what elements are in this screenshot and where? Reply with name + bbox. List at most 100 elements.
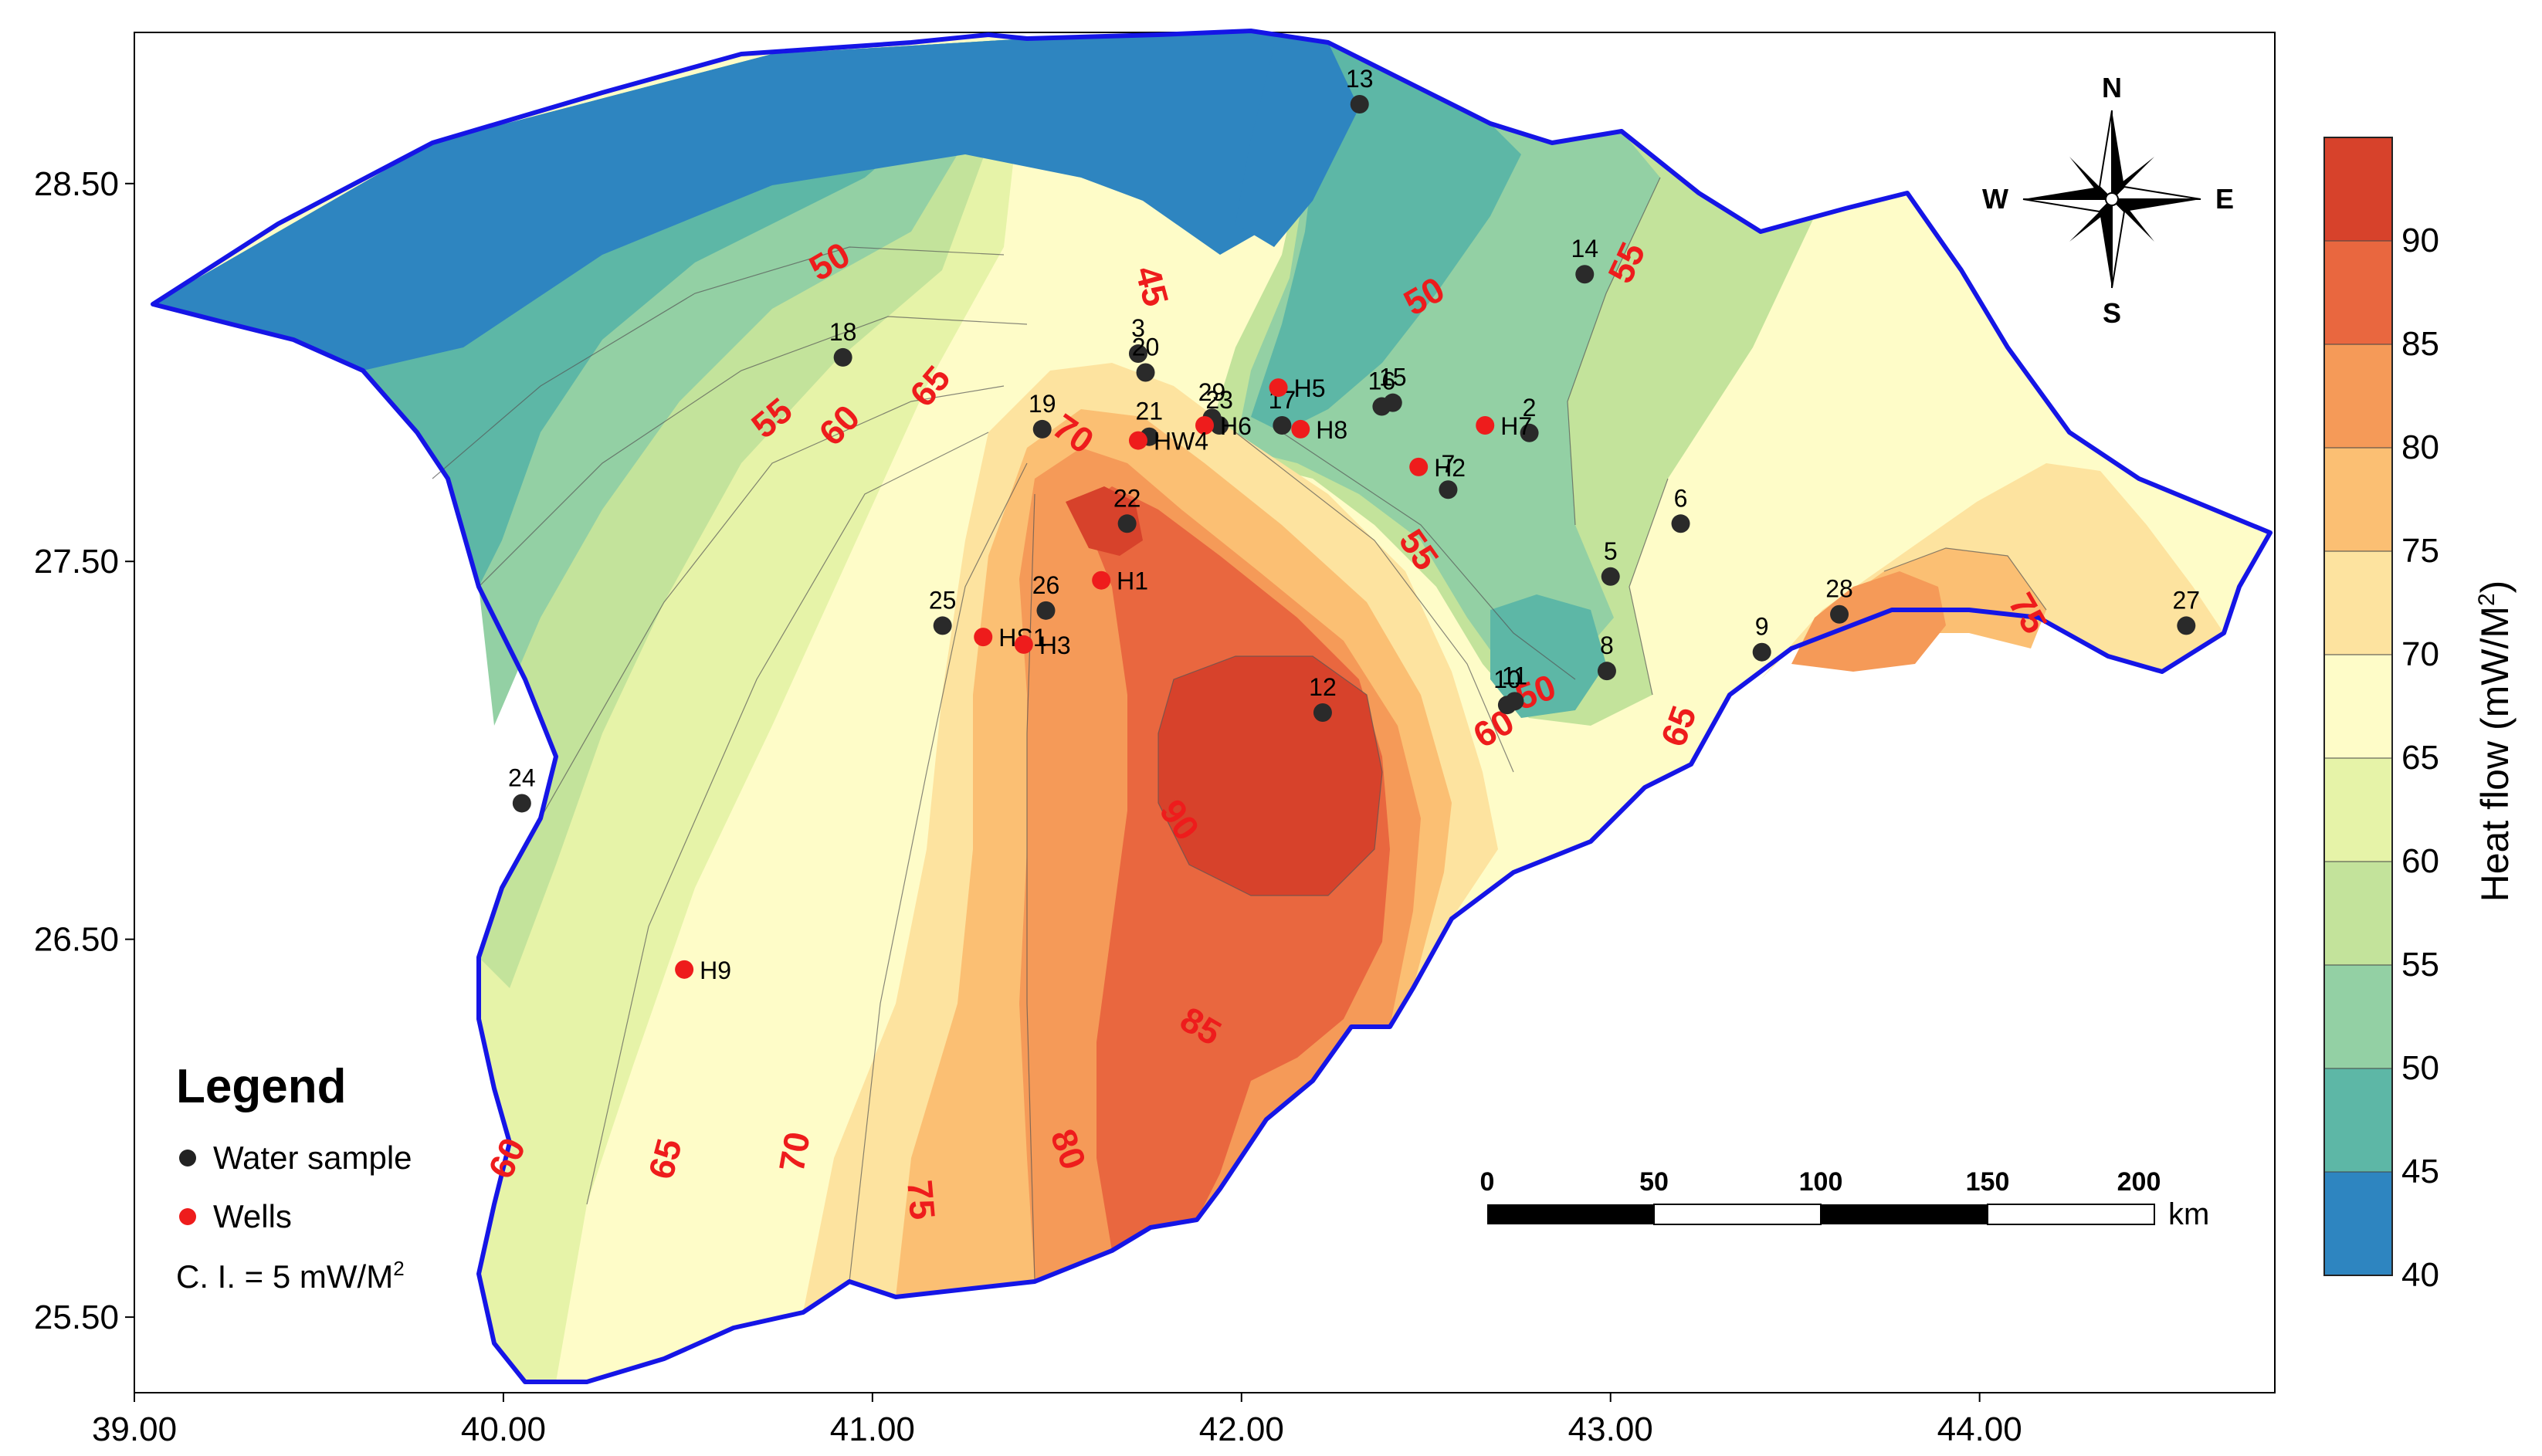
colorbar-band xyxy=(2323,550,2393,655)
water-sample-label: 7 xyxy=(1442,450,1456,478)
water-sample-label: 27 xyxy=(2172,586,2200,614)
water-sample-symbol xyxy=(179,1150,196,1166)
north-arrow: N S E W xyxy=(1982,72,2234,329)
well-point xyxy=(974,628,993,647)
water-sample-point xyxy=(1117,514,1137,533)
colorbar-band xyxy=(2323,1068,2393,1173)
scale-segment xyxy=(1821,1204,1988,1224)
scale-label: 0 xyxy=(1480,1167,1495,1197)
colorbar-band xyxy=(2323,137,2393,242)
water-sample-point xyxy=(1439,480,1458,499)
water-sample-point xyxy=(1128,344,1147,364)
well-label: H1 xyxy=(1117,567,1148,595)
contour-fill xyxy=(153,32,2270,1382)
well-point xyxy=(1014,635,1033,654)
scale-segment xyxy=(1653,1204,1822,1225)
well-label: H5 xyxy=(1294,374,1326,402)
x-tick-label: 40.00 xyxy=(461,1410,546,1448)
well-point xyxy=(1195,416,1214,435)
water-sample-label: 10 xyxy=(1493,665,1521,693)
colorbar-band xyxy=(2323,654,2393,759)
colorbar-tick-label: 85 xyxy=(2401,325,2439,363)
colorbar-band xyxy=(2323,757,2393,862)
legend-title: Legend xyxy=(176,1060,346,1113)
well-point xyxy=(1476,416,1495,435)
well-label: H7 xyxy=(1500,412,1532,440)
scale-label: 150 xyxy=(1966,1167,2010,1197)
water-sample-point xyxy=(833,347,852,367)
compass-point xyxy=(2069,199,2112,242)
water-sample-point xyxy=(1032,419,1052,438)
water-sample-label: 15 xyxy=(1379,364,1407,391)
water-sample-point xyxy=(512,794,531,813)
colorbar-tick-label: 45 xyxy=(2401,1153,2439,1190)
scale-unit: km xyxy=(2168,1197,2209,1231)
colorbar-tick-label: 75 xyxy=(2401,532,2439,570)
water-sample-label: 26 xyxy=(1032,571,1060,599)
water-sample-label: 14 xyxy=(1571,235,1598,262)
water-sample-point xyxy=(1136,363,1155,382)
y-tick-label: 28.50 xyxy=(34,165,119,203)
well-point xyxy=(1409,457,1429,476)
water-sample-label: 24 xyxy=(508,764,536,791)
water-sample-point xyxy=(2177,616,2196,635)
legend-wells-label: Wells xyxy=(213,1198,292,1234)
scale-segment xyxy=(1987,1204,2155,1225)
water-sample-label: 2 xyxy=(1523,394,1537,422)
axes: 39.00 40.00 41.00 42.00 43.00 44.00 28.50 27.50… xyxy=(34,165,2022,1448)
compass-point xyxy=(2112,110,2124,199)
west-label: W xyxy=(1982,183,2008,215)
contour-interval-note: C. I. = 5 mW/M2 xyxy=(176,1257,405,1295)
water-sample-label: 8 xyxy=(1600,631,1614,659)
colorbar-tick-label: 40 xyxy=(2401,1256,2439,1294)
colorbar-band xyxy=(2323,1171,2393,1276)
water-sample-point xyxy=(1601,567,1620,586)
contour-lines xyxy=(432,177,2047,1282)
well-label: HW4 xyxy=(1154,428,1208,455)
well-label: H9 xyxy=(700,957,731,984)
scale-label: 100 xyxy=(1799,1167,1843,1197)
well-label: H3 xyxy=(1039,631,1071,659)
water-sample-label: 13 xyxy=(1346,65,1374,93)
colorbar-band xyxy=(2323,240,2393,345)
water-sample-point xyxy=(1597,662,1616,681)
scale-label: 50 xyxy=(1639,1167,1669,1197)
compass-point xyxy=(2112,199,2201,212)
colorbar-band xyxy=(2323,861,2393,966)
water-sample-point xyxy=(1671,514,1690,533)
water-sample-label: 11 xyxy=(1502,662,1527,689)
south-label: S xyxy=(2103,297,2121,329)
well-point xyxy=(1128,431,1147,450)
compass-point xyxy=(2069,157,2112,199)
x-tick-label: 44.00 xyxy=(1937,1410,2022,1448)
colorbar-title: Heat flow (mW/M2) xyxy=(2473,581,2517,902)
compass-point xyxy=(2112,157,2154,199)
colorbar-tick-label: 80 xyxy=(2401,428,2439,466)
y-tick-label: 27.50 xyxy=(34,543,119,581)
water-sample-label: 12 xyxy=(1309,673,1337,701)
water-sample-label: 6 xyxy=(1674,484,1688,512)
water-sample-point xyxy=(1313,703,1332,722)
contour-label: 75 xyxy=(900,1178,943,1221)
scale-segment xyxy=(1487,1204,1654,1224)
water-sample-point xyxy=(1036,601,1056,620)
water-sample-label: 23 xyxy=(1205,386,1233,414)
y-tick-label: 25.50 xyxy=(34,1299,119,1336)
water-sample-label: 28 xyxy=(1825,575,1853,603)
water-sample-label: 22 xyxy=(1113,484,1141,512)
water-sample-point xyxy=(933,616,952,635)
water-sample-point xyxy=(1210,416,1229,435)
well-label: H2 xyxy=(1434,454,1466,482)
x-tick-label: 43.00 xyxy=(1568,1410,1653,1448)
water-sample-label: 3 xyxy=(1131,314,1145,342)
scale-label: 200 xyxy=(2117,1167,2161,1197)
legend: Legend Water sample Wells C. I. = 5 mW/M… xyxy=(176,1060,412,1295)
compass-center xyxy=(2105,192,2119,206)
colorbar-band xyxy=(2323,964,2393,1069)
water-sample-label: 29 xyxy=(1198,378,1226,406)
colorbar-tick-label: 55 xyxy=(2401,946,2439,984)
water-sample-point xyxy=(1350,94,1369,113)
water-sample-label: 21 xyxy=(1136,398,1164,425)
water-sample-point xyxy=(1497,696,1517,715)
